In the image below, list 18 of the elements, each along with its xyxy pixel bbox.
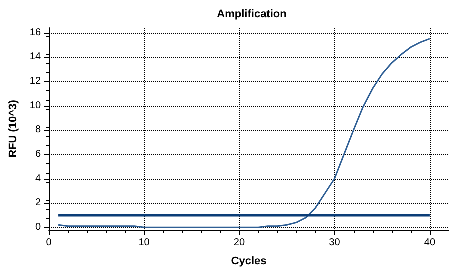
x-tick-label: 20 [234,238,246,248]
line-series [58,38,431,228]
y-tick-label: 10 [30,100,42,112]
chart-title: Amplification [217,8,288,20]
x-tick-label: 30 [329,238,341,248]
y-tick-label: 0 [35,222,42,234]
x-tick-label: 40 [424,238,436,248]
y-tick-label: 6 [35,149,42,160]
y-axis-title: RFU (10^3) [8,100,20,158]
y-tick-label: 8 [35,124,42,136]
x-tick-label: 0 [46,238,52,248]
y-tick-label: 12 [30,76,42,88]
y-tick-label: 2 [35,198,42,209]
y-tick-label: 16 [30,27,42,38]
y-tick-label: 4 [35,173,42,184]
x-axis-title: Cycles [231,256,267,268]
x-tick-label: 10 [138,238,150,248]
y-tick-label: 14 [30,52,42,63]
